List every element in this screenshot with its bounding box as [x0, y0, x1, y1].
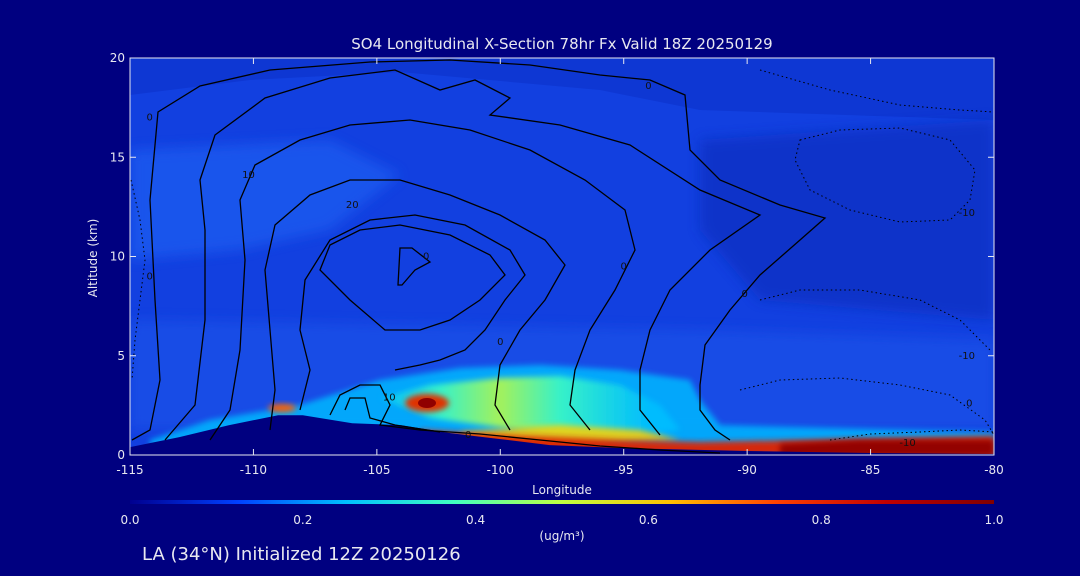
colorbar: 0.0 0.2 0.4 0.6 0.8 1.0 (ug/m³) — [120, 500, 1004, 543]
colorbar-unit-label: (ug/m³) — [539, 529, 584, 543]
chart-title: SO4 Longitudinal X-Section 78hr Fx Valid… — [351, 35, 772, 53]
dotted-contour-top-right — [759, 69, 994, 113]
contour-label: -10 — [899, 438, 915, 449]
x-tick-label: -85 — [861, 463, 881, 477]
contour-low-2 — [344, 397, 441, 433]
contour-outer — [131, 59, 827, 441]
contour-label: 0 — [621, 261, 627, 272]
colorbar-tick-label: 0.2 — [293, 513, 312, 527]
hotspot-left — [268, 404, 296, 412]
y-axis-label: Altitude (km) — [86, 219, 100, 298]
x-axis-ticks: -115 -110 -105 -100 -95 -90 -85 -80 — [116, 58, 1004, 477]
contour-label: -10 — [959, 351, 975, 362]
x-tick-label: -115 — [116, 463, 143, 477]
colorbar-tick-label: 0.6 — [639, 513, 658, 527]
dotted-contours — [130, 69, 994, 441]
mid-light-region — [130, 140, 400, 260]
x-tick-label: -100 — [487, 463, 514, 477]
contour-label: -10 — [959, 208, 975, 219]
plot-area: 0 10 20 0 0 0 0 10 0 0 -10 -10 -10 0 0 — [130, 58, 994, 455]
x-axis-label: Longitude — [532, 483, 592, 497]
contour-labels: 0 10 20 0 0 0 0 10 0 0 -10 -10 -10 0 0 — [147, 81, 975, 449]
sulfate-band-green — [380, 376, 680, 438]
contour-10 — [164, 69, 762, 441]
contour-label: 0 — [423, 252, 429, 263]
terrain — [130, 415, 994, 455]
x-tick-label: -90 — [737, 463, 757, 477]
contour-30 — [264, 179, 566, 431]
dotted-contour-right-3 — [739, 377, 994, 436]
solid-contours — [131, 59, 827, 454]
x-tick-label: -80 — [984, 463, 1004, 477]
colorbar-tick-label: 1.0 — [984, 513, 1003, 527]
dotted-contour-right-1 — [794, 127, 976, 223]
contour-label: 0 — [497, 337, 503, 348]
contour-label: 0 — [742, 289, 748, 300]
x-tick-label: -105 — [363, 463, 390, 477]
contour-label: 0 — [966, 398, 972, 409]
contour-label: 0 — [147, 113, 153, 124]
surface-darkred-layer — [780, 440, 994, 455]
dotted-contour-right-4 — [829, 429, 994, 441]
y-tick-label: 10 — [110, 250, 125, 264]
colorbar-tick-label: 0.4 — [466, 513, 485, 527]
contour-60 — [397, 247, 432, 286]
colorbar-tick-label: 0.8 — [812, 513, 831, 527]
contour-label: 10 — [383, 392, 396, 403]
y-tick-label: 15 — [110, 150, 125, 164]
contour-label: 10 — [242, 170, 255, 181]
colorbar-tick-label: 0.0 — [120, 513, 139, 527]
y-tick-label: 5 — [117, 349, 125, 363]
contour-50 — [319, 224, 506, 331]
contour-40 — [299, 214, 526, 411]
contour-label: 0 — [645, 81, 651, 92]
colorbar-gradient — [130, 500, 994, 504]
x-tick-label: -110 — [240, 463, 267, 477]
upper-dark-region — [130, 58, 994, 120]
y-tick-label: 0 — [117, 448, 125, 462]
x-tick-label: -95 — [614, 463, 634, 477]
contour-label: 20 — [346, 200, 359, 211]
y-tick-label: 20 — [110, 51, 125, 65]
contour-low-1 — [329, 384, 721, 454]
contour-label: 0 — [147, 271, 153, 282]
colorbar-ticks: 0.0 0.2 0.4 0.6 0.8 1.0 — [120, 513, 1003, 527]
hotspot-core — [418, 398, 436, 408]
dotted-contour-right-2 — [759, 289, 991, 351]
y-axis-ticks: 0 5 10 15 20 — [110, 51, 994, 462]
contour-label: 0 — [465, 430, 471, 441]
contour-20 — [209, 119, 636, 441]
footer-caption: LA (34°N) Initialized 12Z 20250126 — [142, 544, 461, 565]
right-dark-region — [700, 120, 994, 320]
